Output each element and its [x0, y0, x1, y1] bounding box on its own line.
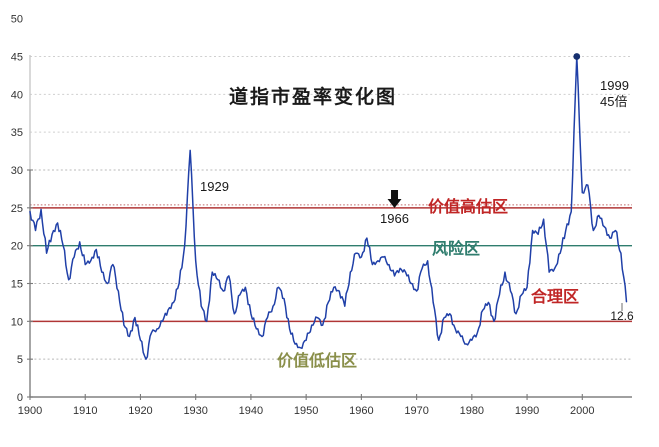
y-tick-label-0: 0 [17, 392, 23, 404]
annotation-1999-multiple: 45倍 [600, 94, 627, 109]
y-tick-label-35: 35 [11, 127, 23, 139]
x-axis-tick-labels: 1900 1910 1920 1930 1940 1950 1960 1970 1980 1990… [18, 394, 595, 417]
y-tick-label-15: 15 [11, 279, 23, 291]
chart-title: 道指市盈率变化图 [229, 85, 397, 108]
zone-label-0: 价值高估区 [428, 197, 508, 216]
x-tick-label-1970: 1970 [404, 405, 428, 417]
annotation-1966-label: 1966 [380, 211, 409, 226]
y-tick-label-40: 40 [11, 89, 23, 101]
x-tick-label-1950: 1950 [294, 405, 318, 417]
x-tick-label-1940: 1940 [239, 405, 263, 417]
annotation-end-value: 12.6 [610, 309, 634, 323]
zone-label-1: 风险区 [432, 239, 480, 258]
x-tick-label-1980: 1980 [460, 405, 484, 417]
peak-1999-marker-dot [573, 53, 581, 60]
y-tick-label-10: 10 [11, 316, 23, 328]
x-tick-label-1920: 1920 [128, 405, 152, 417]
zone-label-2: 合理区 [531, 287, 579, 306]
y-tick-label-20: 20 [11, 241, 23, 253]
x-tick-label-1990: 1990 [515, 405, 539, 417]
gridlines-group [30, 56, 632, 360]
x-tick-label-1960: 1960 [349, 405, 373, 417]
data-series-group [29, 53, 628, 360]
x-tick-label-1900: 1900 [18, 405, 42, 417]
x-tick-label-2000: 2000 [570, 405, 594, 417]
y-tick-label-30: 30 [11, 165, 23, 177]
y-axis-tick-labels: 0 5 10 15 20 25 30 35 40 45 50 [11, 14, 33, 404]
annotation-1929-label: 1929 [200, 179, 229, 194]
y-tick-label-5: 5 [17, 354, 23, 366]
y-tick-label-50: 50 [11, 14, 23, 26]
zone-label-3: 价值低估区 [277, 351, 357, 370]
y-tick-label-45: 45 [11, 52, 23, 64]
x-tick-label-1910: 1910 [73, 405, 97, 417]
series-line-0 [29, 55, 628, 360]
annotation-1999-year: 1999 [600, 78, 629, 93]
x-tick-label-1930: 1930 [183, 405, 207, 417]
down-arrow-icon [387, 190, 402, 208]
y-tick-label-25: 25 [11, 203, 23, 215]
